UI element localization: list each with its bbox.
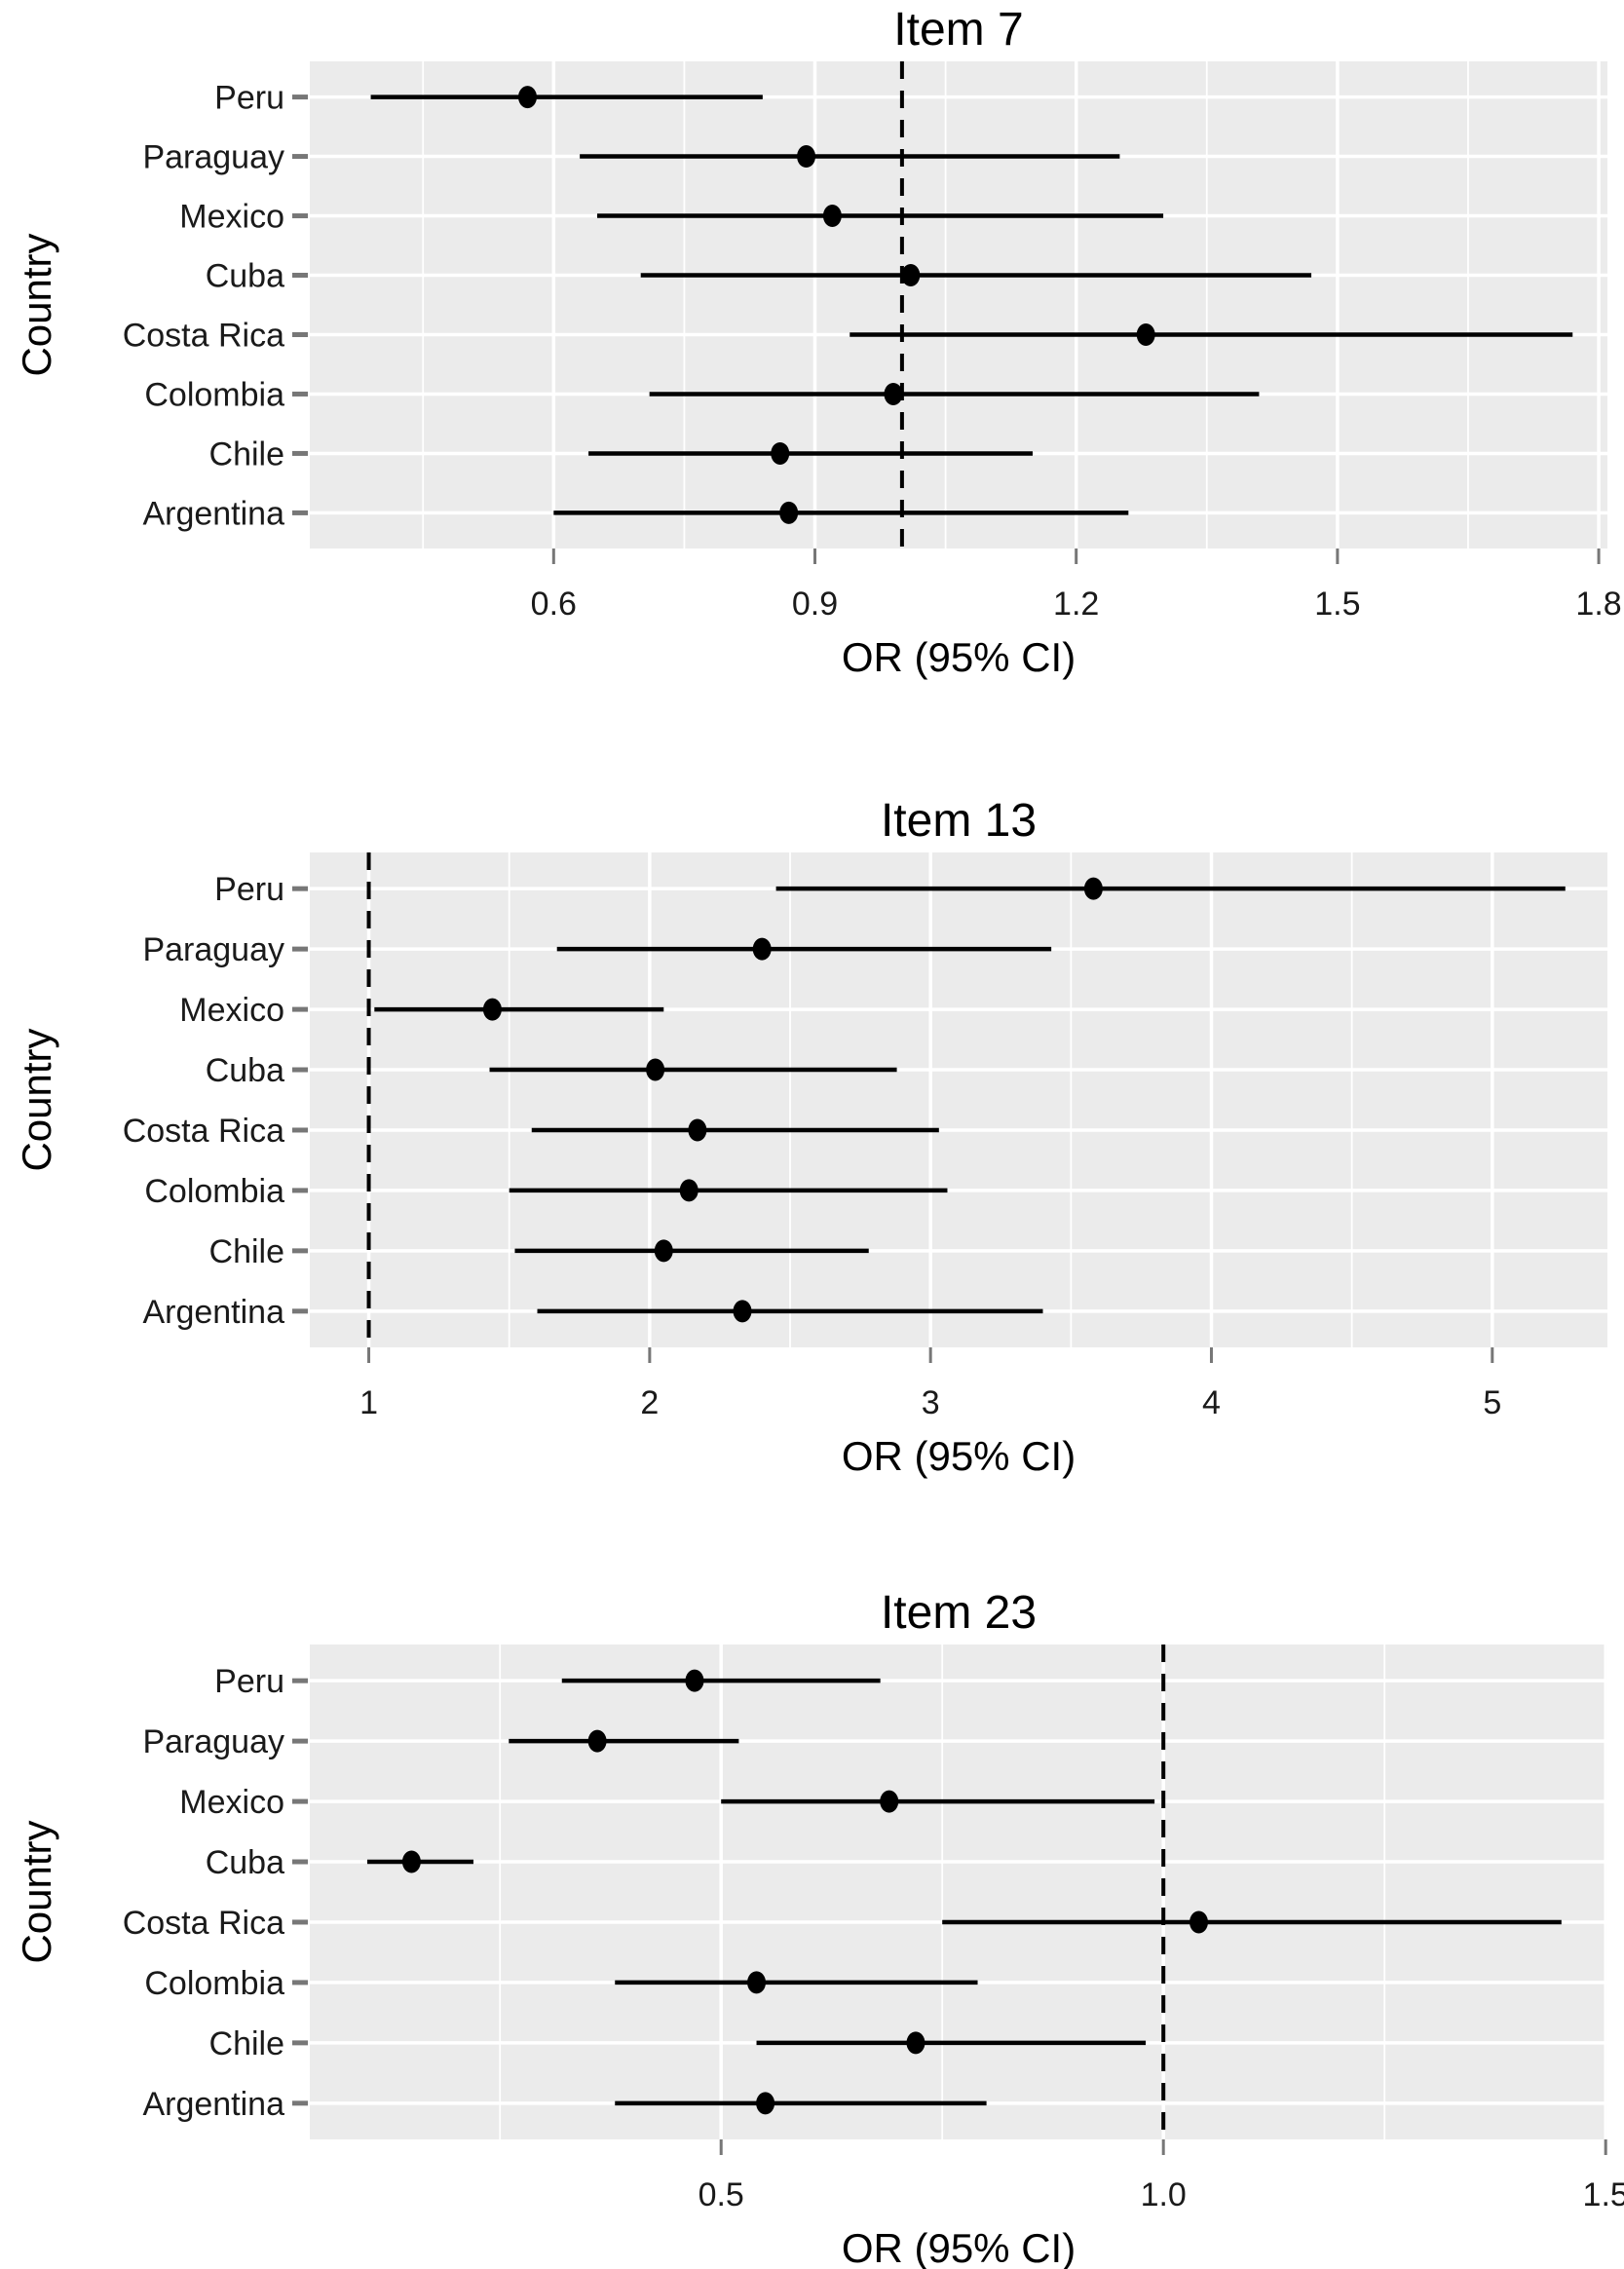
x-tick-label: 1.5	[1314, 586, 1360, 623]
y-axis-label-mexico: Mexico	[179, 1784, 284, 1821]
x-tick-label: 1	[359, 1384, 378, 1421]
plot-panel-background	[310, 1645, 1607, 2139]
or-point-colombia	[747, 1971, 767, 1994]
x-tick-label: 0.9	[792, 586, 838, 623]
panel-item-23: 0.5 1.0 1.5 Peru Paraguay Mexico Cuba Costa Ric…	[14, 1587, 1624, 2269]
y-axis-label-peru: Peru	[214, 80, 284, 117]
or-point-peru	[1083, 877, 1103, 900]
or-point-costa-rica	[688, 1118, 707, 1142]
or-point-paraguay	[752, 937, 772, 961]
y-axis-label-chile: Chile	[209, 435, 284, 473]
or-point-chile	[906, 2031, 925, 2055]
or-point-colombia	[679, 1179, 699, 1202]
y-axis-label-argentina: Argentina	[142, 1294, 284, 1331]
y-axis-label-mexico: Mexico	[179, 992, 284, 1029]
panel-title: Item 13	[881, 795, 1037, 847]
y-axis-label-chile: Chile	[209, 2025, 284, 2062]
y-axis-title: Country	[14, 1820, 59, 1963]
x-tick-label: 0.5	[699, 2176, 744, 2213]
or-point-mexico	[880, 1790, 899, 1813]
or-point-paraguay	[587, 1729, 607, 1753]
y-axis-label-cuba: Cuba	[206, 1844, 284, 1881]
y-axis-label-peru: Peru	[214, 871, 284, 908]
or-point-costa-rica	[1136, 322, 1155, 346]
or-point-costa-rica	[1190, 1910, 1209, 1934]
panel-item-7: 0.6 0.9 1.2 1.5 1.8 Peru Paraguay Mexico Cuba Cos…	[14, 4, 1622, 680]
or-point-cuba	[901, 264, 921, 287]
or-point-argentina	[779, 501, 799, 524]
x-tick-label: 5	[1483, 1384, 1501, 1421]
x-tick-label: 1.5	[1583, 2176, 1624, 2213]
y-axis-title: Country	[14, 1028, 59, 1171]
or-point-argentina	[756, 2092, 775, 2115]
y-axis-label-cuba: Cuba	[206, 258, 284, 295]
y-axis-label-argentina: Argentina	[142, 495, 284, 532]
or-point-cuba	[401, 1850, 421, 1873]
x-tick-label: 3	[922, 1384, 940, 1421]
x-tick-label: 1.8	[1575, 586, 1621, 623]
x-tick-label: 4	[1202, 1384, 1221, 1421]
panel-title: Item 23	[881, 1587, 1037, 1639]
x-tick-label: 0.6	[531, 586, 577, 623]
or-point-chile	[654, 1239, 673, 1263]
plot-panel-background	[310, 852, 1607, 1347]
or-point-paraguay	[797, 145, 816, 169]
or-point-chile	[771, 441, 790, 465]
or-point-cuba	[646, 1058, 665, 1081]
plot-panel-background	[310, 61, 1607, 548]
or-point-peru	[685, 1669, 704, 1692]
y-axis-label-colombia: Colombia	[144, 376, 284, 413]
or-point-mexico	[482, 998, 502, 1021]
y-axis-label-paraguay: Paraguay	[142, 931, 284, 968]
y-axis-label-peru: Peru	[214, 1663, 284, 1700]
y-axis-label-argentina: Argentina	[142, 2086, 284, 2123]
y-axis-label-colombia: Colombia	[144, 1173, 284, 1210]
or-point-mexico	[822, 205, 842, 228]
x-axis-title: OR (95% CI)	[842, 634, 1076, 680]
y-axis-label-costa-rica: Costa Rica	[123, 1905, 284, 1942]
x-tick-label: 1.0	[1141, 2176, 1187, 2213]
or-point-peru	[517, 86, 537, 109]
y-axis-label-cuba: Cuba	[206, 1052, 284, 1089]
x-axis-title: OR (95% CI)	[842, 1433, 1076, 1479]
x-tick-label: 1.2	[1053, 586, 1099, 623]
y-axis-label-colombia: Colombia	[144, 1965, 284, 2002]
y-axis-label-paraguay: Paraguay	[142, 139, 284, 176]
or-point-colombia	[884, 382, 903, 405]
y-axis-label-costa-rica: Costa Rica	[123, 317, 284, 354]
x-tick-label: 2	[640, 1384, 659, 1421]
y-axis-label-chile: Chile	[209, 1233, 284, 1270]
y-axis-title: Country	[14, 233, 59, 376]
y-axis-label-mexico: Mexico	[179, 199, 284, 236]
y-axis-label-costa-rica: Costa Rica	[123, 1113, 284, 1150]
x-axis-title: OR (95% CI)	[842, 2225, 1076, 2269]
panel-item-13: 1 2 3 4 5 Peru Paraguay Mexico Cuba Costa Rica Col…	[14, 795, 1607, 1479]
panel-title: Item 7	[893, 4, 1023, 56]
or-point-argentina	[733, 1300, 752, 1323]
y-axis-label-paraguay: Paraguay	[142, 1723, 284, 1760]
